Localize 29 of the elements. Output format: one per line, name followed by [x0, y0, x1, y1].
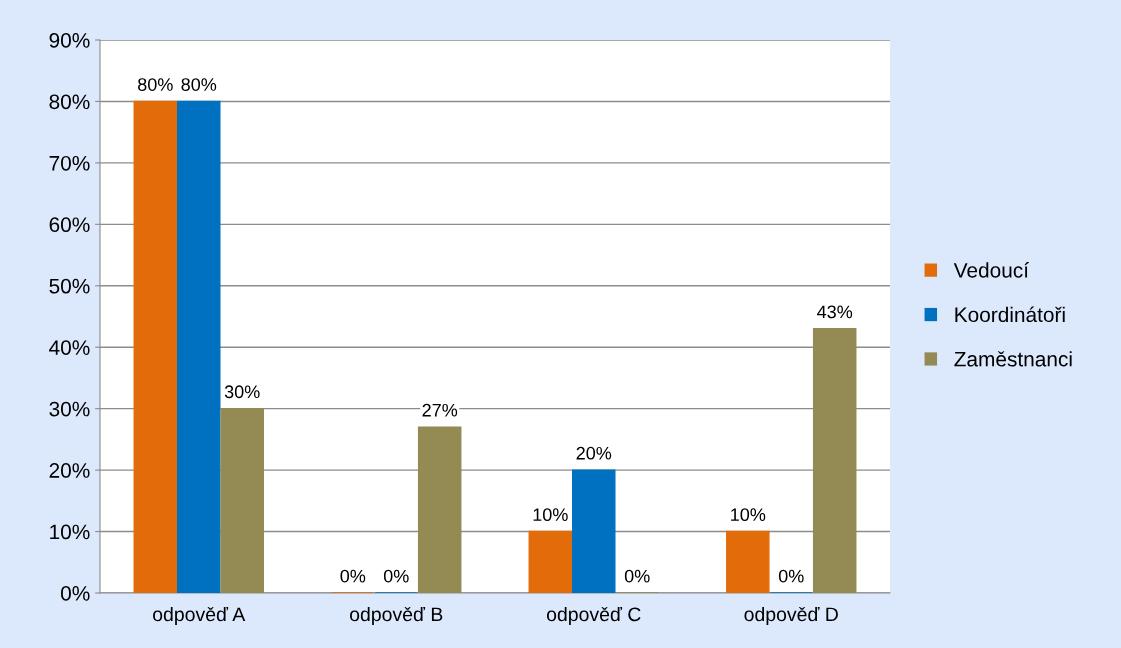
- y-tick-label: 10%: [50, 524, 90, 540]
- y-tick-label: 50%: [49, 278, 90, 294]
- x-tick-label: odpověď A: [153, 606, 246, 626]
- y-tick-label: 30%: [49, 401, 90, 417]
- x-tick-label: odpověď C: [546, 606, 641, 626]
- legend-label: Vedoucí: [953, 262, 1029, 278]
- y-tick-label: 0%: [60, 586, 90, 601]
- data-label: 0%: [778, 569, 804, 583]
- x-tick-label: odpověď B: [350, 606, 443, 626]
- x-tick-label: odpověď D: [744, 606, 838, 626]
- data-label: 10%: [533, 508, 568, 522]
- data-label: 0%: [624, 569, 650, 583]
- y-tick-label: 90%: [49, 33, 90, 48]
- data-label: 0%: [340, 569, 366, 583]
- data-label: 80%: [138, 78, 173, 91]
- y-tick-label: 40%: [49, 340, 90, 355]
- data-label: 10%: [731, 508, 766, 522]
- y-tick-label: 20%: [49, 463, 90, 478]
- data-label: 43%: [817, 305, 853, 319]
- data-label: 20%: [576, 446, 612, 460]
- data-label: 27%: [422, 403, 458, 417]
- legend-label: Koordinátoři: [955, 306, 1065, 323]
- data-label: 80%: [181, 78, 217, 91]
- y-tick-label: 80%: [49, 94, 90, 110]
- legend-label: Zaměstnanci: [954, 351, 1072, 367]
- y-tick-label: 70%: [49, 155, 90, 171]
- y-tick-label: 60%: [49, 217, 90, 233]
- data-label: 30%: [224, 385, 260, 399]
- data-label: 0%: [383, 569, 409, 583]
